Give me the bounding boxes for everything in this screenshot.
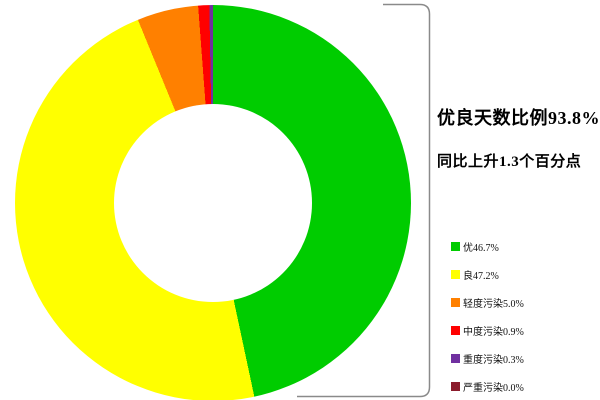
legend-swatch-icon bbox=[451, 241, 460, 251]
legend-label: 轻度污染5.0% bbox=[463, 298, 524, 310]
legend-item: 重度污染0.3% bbox=[451, 352, 524, 366]
chart-subtitle: 同比上升1.3个百分点 bbox=[437, 154, 582, 170]
legend-item: 优46.7% bbox=[451, 240, 524, 254]
legend-item: 良47.2% bbox=[451, 268, 524, 282]
legend-label: 优46.7% bbox=[463, 242, 499, 254]
legend-label: 重度污染0.3% bbox=[463, 354, 524, 366]
legend-swatch-icon bbox=[451, 297, 460, 307]
legend-swatch-icon bbox=[451, 353, 460, 363]
legend-label: 良47.2% bbox=[463, 270, 499, 282]
legend-swatch-icon bbox=[451, 325, 460, 335]
legend-swatch-icon bbox=[451, 269, 460, 279]
legend-item: 轻度污染5.0% bbox=[451, 296, 524, 310]
legend-label: 严重污染0.0% bbox=[463, 382, 524, 394]
legend-item: 中度污染0.9% bbox=[451, 324, 524, 338]
legend: 优46.7% 良47.2% 轻度污染5.0% 中度污染0.9% 重度污染0.3% 严重污染… bbox=[451, 240, 524, 394]
chart-title: 优良天数比例93.8% bbox=[437, 108, 600, 128]
legend-swatch-icon bbox=[451, 381, 460, 391]
legend-label: 中度污染0.9% bbox=[463, 326, 524, 338]
legend-item: 严重污染0.0% bbox=[451, 380, 524, 394]
donut-hole bbox=[114, 104, 312, 302]
